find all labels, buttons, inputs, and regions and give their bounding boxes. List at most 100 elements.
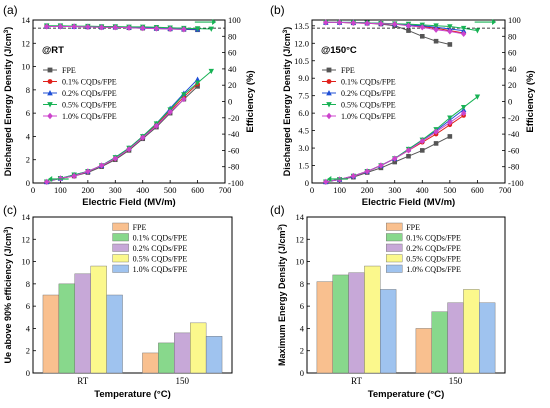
y-axis-title: Discharged Energy Density (J/cm3) (282, 27, 293, 177)
x-tick-label: 0 (31, 185, 35, 195)
energy-point (208, 68, 214, 75)
efficiency-point (181, 26, 187, 33)
bar (142, 352, 159, 374)
y-tick-label: 10 (22, 257, 31, 267)
legend-marker (47, 112, 53, 120)
efficiency-point (350, 19, 357, 26)
line-panel-1: 0 100 200 300 400 500 600 70001.53.04.56.07.59.… (270, 3, 536, 208)
y2-tick-label: 60 (228, 48, 237, 58)
y2-tick-label: 80 (508, 31, 517, 41)
x-tick-label: 100 (333, 185, 346, 195)
y-tick-label: 0 (300, 368, 304, 378)
efficiency-point (460, 25, 467, 32)
efficiency-point (153, 25, 160, 32)
y2-tick-label: -60 (228, 145, 239, 155)
y-tick-label: 6 (26, 301, 30, 311)
energy-point (447, 134, 453, 139)
efficiency-point (406, 28, 411, 33)
efficiency-point (419, 34, 425, 39)
efficiency-point (474, 28, 481, 34)
energy-point (364, 168, 370, 175)
legend-label: 0.5% CQDs/FPE (406, 255, 461, 264)
energy-point (378, 162, 384, 169)
efficiency-axis-arrow-head (212, 19, 217, 26)
efficiency-point (433, 23, 439, 29)
efficiency-point (85, 23, 91, 31)
x-axis-title: Temperature (°C) (368, 389, 444, 400)
efficiency-point (419, 24, 425, 31)
bar (42, 294, 60, 374)
x-tick-label: 700 (499, 185, 512, 195)
energy-point (85, 168, 91, 175)
y2-tick-label: 60 (508, 48, 517, 58)
y-tick-label: 8 (26, 85, 30, 95)
energy-point (181, 92, 187, 98)
efficiency-point (140, 25, 146, 32)
legend-label: 0.5% CQDs/FPE (133, 255, 188, 264)
y2-tick-label: -40 (228, 129, 239, 139)
energy-point (405, 147, 412, 154)
legend-label: 0.1% CQDs/FPE (406, 234, 461, 243)
efficiency-point (208, 26, 214, 32)
legend-marker (47, 90, 53, 96)
y-tick-label: 2 (26, 346, 30, 356)
y-tick-label: 10 (22, 62, 31, 72)
y-tick-label: 14 (22, 15, 31, 25)
efficiency-point (364, 20, 370, 27)
legend-marker (326, 102, 332, 108)
efficiency-point (405, 22, 412, 29)
efficiency-point (378, 20, 384, 27)
y-tick-label: 2 (300, 346, 304, 356)
bar (90, 265, 107, 374)
energy-point (57, 175, 64, 182)
x-tick-label: 400 (416, 185, 429, 195)
y2-tick-label: -40 (508, 129, 519, 139)
y2-tick-label: 100 (508, 15, 521, 25)
legend-swatch (112, 243, 129, 252)
y2-tick-label: 100 (228, 15, 241, 25)
y-tick-label: 6.0 (298, 108, 309, 118)
energy-series-line (46, 70, 212, 183)
y2-tick-label: 0 (228, 97, 232, 107)
legend-swatch (112, 264, 129, 273)
energy-point (167, 108, 173, 116)
y-tick-label: 10.5 (294, 56, 309, 66)
legend-label: 0.2% CQDs/FPE (62, 89, 117, 98)
bar (463, 289, 480, 374)
legend-label: 1.0% CQDs/FPE (133, 265, 188, 274)
y-tick-label: 12.0 (294, 38, 309, 48)
y-tick-label: 3.0 (298, 143, 309, 153)
legend-marker (47, 79, 53, 84)
energy-point (392, 155, 398, 162)
x-tick-label: 400 (136, 185, 149, 195)
efficiency-point (447, 24, 453, 30)
energy-point (153, 122, 160, 130)
x-tick-label: 200 (81, 185, 94, 195)
efficiency-point (336, 19, 343, 26)
efficiency-point (433, 26, 439, 33)
legend-swatch (112, 222, 129, 231)
category-label: 150 (176, 376, 190, 386)
panel-label: (c) (3, 203, 17, 217)
y-tick-label: 9.0 (298, 73, 309, 83)
y2-axis-title: Efficiency (%) (525, 70, 536, 132)
x-tick-label: 100 (54, 185, 67, 195)
energy-point (44, 178, 50, 185)
legend-swatch (386, 254, 403, 263)
y-tick-label: 6 (300, 301, 304, 311)
energy-point (433, 128, 439, 135)
legend-label: 0.5% CQDs/FPE (62, 101, 117, 110)
y-tick-label: 12 (22, 38, 31, 48)
y-tick-label: 4 (26, 131, 31, 141)
series-4 (44, 23, 187, 185)
bar (479, 302, 496, 374)
y-axis-title: Discharged Energy Density (J/cm3) (3, 27, 14, 177)
y-tick-label: 8 (300, 279, 304, 289)
legend-swatch (386, 222, 403, 231)
legend-label: 0.2% CQDs/FPE (341, 89, 396, 98)
legend-label: FPE (133, 223, 147, 232)
y-tick-label: 0 (26, 178, 30, 188)
bar (364, 265, 381, 374)
